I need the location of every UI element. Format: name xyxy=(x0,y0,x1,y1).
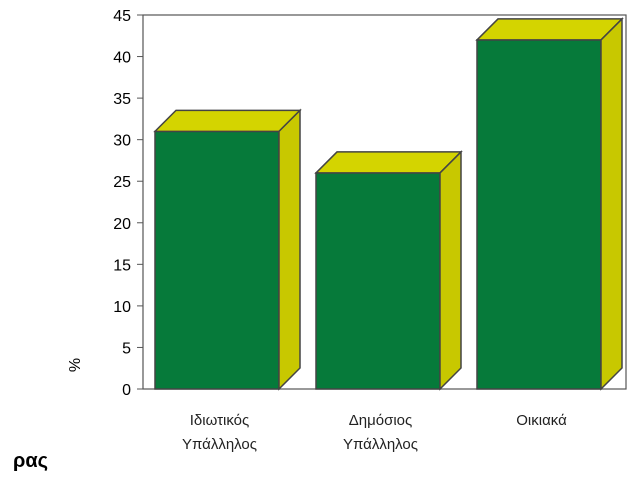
x-category-label: Οικιακά xyxy=(516,412,567,429)
x-category-label: Δημόσιος xyxy=(349,412,413,429)
bar-front xyxy=(154,130,280,390)
bar-side xyxy=(278,108,301,391)
y-tick-label: 5 xyxy=(122,340,131,357)
x-category-label: Ιδιωτικός xyxy=(190,412,250,429)
bar-side xyxy=(439,150,462,391)
y-tick-label: 25 xyxy=(113,174,131,191)
bar xyxy=(475,17,624,391)
bar xyxy=(153,108,302,391)
bars xyxy=(153,17,624,391)
y-tick-label: 20 xyxy=(113,216,131,233)
bar-front xyxy=(476,39,602,390)
y-tick-label: 35 xyxy=(113,91,131,108)
bar-top xyxy=(475,18,624,41)
y-axis-label: % xyxy=(67,358,84,372)
bar-top xyxy=(314,151,463,174)
y-tick-label: 0 xyxy=(122,382,131,399)
cropped-text-fragment: ρας xyxy=(13,450,49,472)
bar-side xyxy=(600,17,623,391)
bar xyxy=(314,150,463,391)
y-tick-label: 30 xyxy=(113,133,131,150)
bar-top xyxy=(153,109,302,133)
x-axis-labels: Ιδιωτικός Υπάλληλος Δημόσιος Υπάλληλος Οικια… xyxy=(182,412,567,453)
x-category-label: Υπάλληλος xyxy=(182,436,257,453)
x-category-label: Υπάλληλος xyxy=(343,436,418,453)
bar-front xyxy=(315,172,441,390)
y-tick-label: 45 xyxy=(113,8,131,25)
y-tick-label: 15 xyxy=(113,257,131,274)
y-axis-ticks: 0 5 10 15 20 25 30 35 40 45 xyxy=(113,8,143,399)
y-tick-label: 10 xyxy=(113,299,131,316)
y-tick-label: 40 xyxy=(113,50,131,67)
